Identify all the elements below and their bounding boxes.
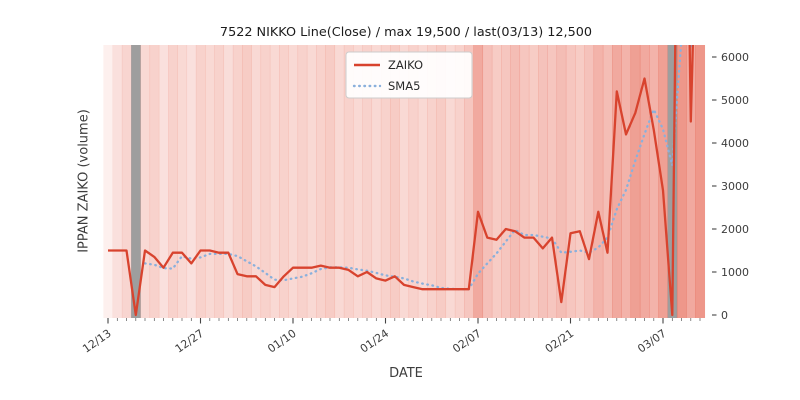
red-band	[621, 45, 632, 318]
red-band	[112, 45, 123, 318]
red-band	[399, 45, 410, 318]
red-band	[195, 45, 206, 318]
red-band	[612, 45, 622, 318]
y-tick-label: 5000	[721, 94, 749, 107]
red-band	[519, 45, 530, 318]
red-band	[121, 45, 132, 318]
x-tick-label: 02/07	[450, 327, 483, 356]
red-band	[103, 45, 114, 318]
red-band	[251, 45, 262, 318]
red-band	[436, 45, 447, 318]
x-axis-ticks: 12/13 12/27 01/10 01/24 02/07 02/21 03/07	[80, 318, 701, 356]
red-band	[676, 45, 687, 318]
red-band	[325, 45, 336, 318]
red-band	[380, 45, 391, 318]
red-band	[297, 45, 308, 318]
red-band	[186, 45, 197, 318]
red-band	[242, 45, 252, 318]
red-band	[343, 45, 354, 318]
background-bands	[103, 45, 706, 318]
gray-band	[667, 45, 678, 318]
red-band	[158, 45, 169, 318]
y-tick-label: 0	[721, 309, 728, 322]
red-band	[427, 45, 437, 318]
legend-label-zaiko: ZAIKO	[388, 58, 423, 72]
red-band	[491, 45, 502, 318]
red-band	[464, 45, 474, 318]
red-band	[260, 45, 271, 318]
red-band	[556, 45, 567, 318]
legend-box	[345, 51, 473, 99]
red-band	[695, 45, 706, 318]
red-band	[177, 45, 188, 318]
red-band	[538, 45, 548, 318]
red-band	[316, 45, 326, 318]
y-tick-label: 2000	[721, 223, 749, 236]
x-tick-label: 03/07	[635, 327, 668, 356]
red-band	[658, 45, 669, 318]
zaiko-line	[108, 45, 694, 317]
red-band	[602, 45, 613, 318]
red-band	[223, 45, 234, 318]
red-band	[214, 45, 225, 318]
red-band	[528, 45, 539, 318]
red-band	[205, 45, 215, 318]
red-band	[168, 45, 178, 318]
red-band	[473, 45, 484, 318]
x-tick-label: 12/13	[80, 327, 113, 356]
red-band	[353, 45, 363, 318]
red-band	[371, 45, 382, 318]
red-band	[269, 45, 280, 318]
y-axis-ticks: 0 1000 2000 3000 4000 5000 6000	[712, 51, 749, 322]
red-band	[140, 45, 151, 318]
red-band	[445, 45, 456, 318]
red-band	[639, 45, 650, 318]
x-tick-label: 01/24	[358, 327, 391, 356]
red-band	[306, 45, 317, 318]
x-tick-label: 12/27	[173, 327, 206, 356]
red-band	[408, 45, 419, 318]
x-axis-label: DATE	[389, 366, 423, 381]
x-tick-label: 01/10	[265, 327, 298, 356]
legend-label-sma5: SMA5	[388, 79, 420, 93]
red-band	[510, 45, 521, 318]
red-band	[575, 45, 585, 318]
y-tick-label: 3000	[721, 180, 749, 193]
red-band	[362, 45, 373, 318]
red-band	[565, 45, 576, 318]
red-band	[482, 45, 493, 318]
red-band	[454, 45, 465, 318]
red-band	[630, 45, 641, 318]
red-band	[279, 45, 289, 318]
y-tick-label: 6000	[721, 51, 749, 64]
series-lines	[108, 45, 694, 317]
legend: ZAIKO SMA5	[345, 51, 473, 99]
red-band	[501, 45, 511, 318]
red-band	[547, 45, 558, 318]
red-band	[288, 45, 299, 318]
red-band	[584, 45, 595, 318]
chart-title: 7522 NIKKO Line(Close) / max 19,500 / la…	[219, 25, 593, 40]
red-band	[593, 45, 604, 318]
red-band	[417, 45, 428, 318]
red-band	[649, 45, 659, 318]
red-band	[334, 45, 345, 318]
y-tick-label: 4000	[721, 137, 749, 150]
red-band	[390, 45, 400, 318]
red-band	[149, 45, 160, 318]
gray-band	[131, 45, 141, 318]
red-band	[686, 45, 696, 318]
x-tick-label: 02/21	[543, 327, 576, 356]
y-tick-label: 1000	[721, 266, 749, 279]
red-band	[232, 45, 243, 318]
